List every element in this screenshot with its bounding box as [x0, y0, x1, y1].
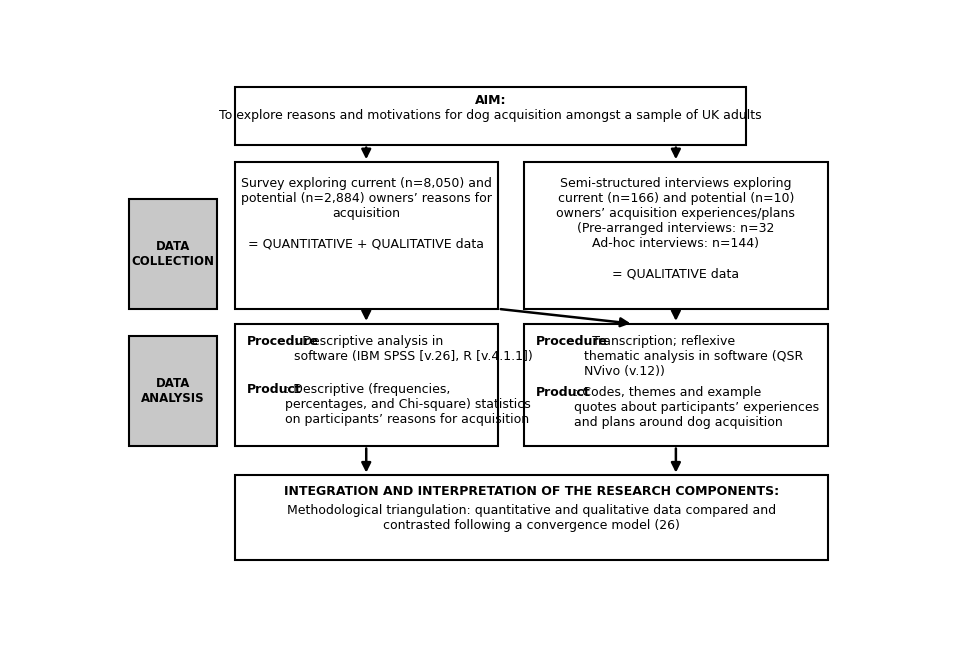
- Text: : Descriptive analysis in
software (IBM SPSS [v.26], R [v.4.1.1]): : Descriptive analysis in software (IBM …: [295, 335, 533, 362]
- Text: To explore reasons and motivations for dog acquisition amongst a sample of UK ad: To explore reasons and motivations for d…: [219, 109, 762, 122]
- Text: Procedure: Procedure: [536, 335, 608, 348]
- FancyBboxPatch shape: [523, 324, 828, 446]
- FancyBboxPatch shape: [234, 162, 498, 309]
- Text: Procedure: Procedure: [247, 335, 319, 348]
- Text: Product: Product: [536, 386, 590, 399]
- Text: Semi-structured interviews exploring
current (n=166) and potential (n=10)
owners: Semi-structured interviews exploring cur…: [556, 177, 795, 280]
- FancyBboxPatch shape: [129, 336, 217, 446]
- FancyBboxPatch shape: [234, 324, 498, 446]
- Text: : Transcription; reflexive
thematic analysis in software (QSR
NVivo (v.12)): : Transcription; reflexive thematic anal…: [584, 335, 803, 378]
- Text: Survey exploring current (n=8,050) and
potential (n=2,884) owners’ reasons for
a: Survey exploring current (n=8,050) and p…: [241, 177, 492, 250]
- Text: AIM:: AIM:: [475, 94, 506, 107]
- FancyBboxPatch shape: [129, 200, 217, 309]
- Text: : Codes, themes and example
quotes about participants’ experiences
and plans aro: : Codes, themes and example quotes about…: [574, 386, 819, 429]
- Text: INTEGRATION AND INTERPRETATION OF THE RESEARCH COMPONENTS:: INTEGRATION AND INTERPRETATION OF THE RE…: [283, 485, 779, 499]
- Text: Methodological triangulation: quantitative and qualitative data compared and
con: Methodological triangulation: quantitati…: [287, 505, 776, 532]
- Text: Product: Product: [247, 384, 301, 397]
- Text: DATA
ANALYSIS: DATA ANALYSIS: [142, 377, 205, 405]
- FancyBboxPatch shape: [234, 87, 746, 145]
- FancyBboxPatch shape: [234, 475, 828, 560]
- Text: : Descriptive (frequencies,
percentages, and Chi-square) statistics
on participa: : Descriptive (frequencies, percentages,…: [285, 384, 531, 426]
- FancyBboxPatch shape: [523, 162, 828, 309]
- Text: DATA
COLLECTION: DATA COLLECTION: [131, 240, 214, 268]
